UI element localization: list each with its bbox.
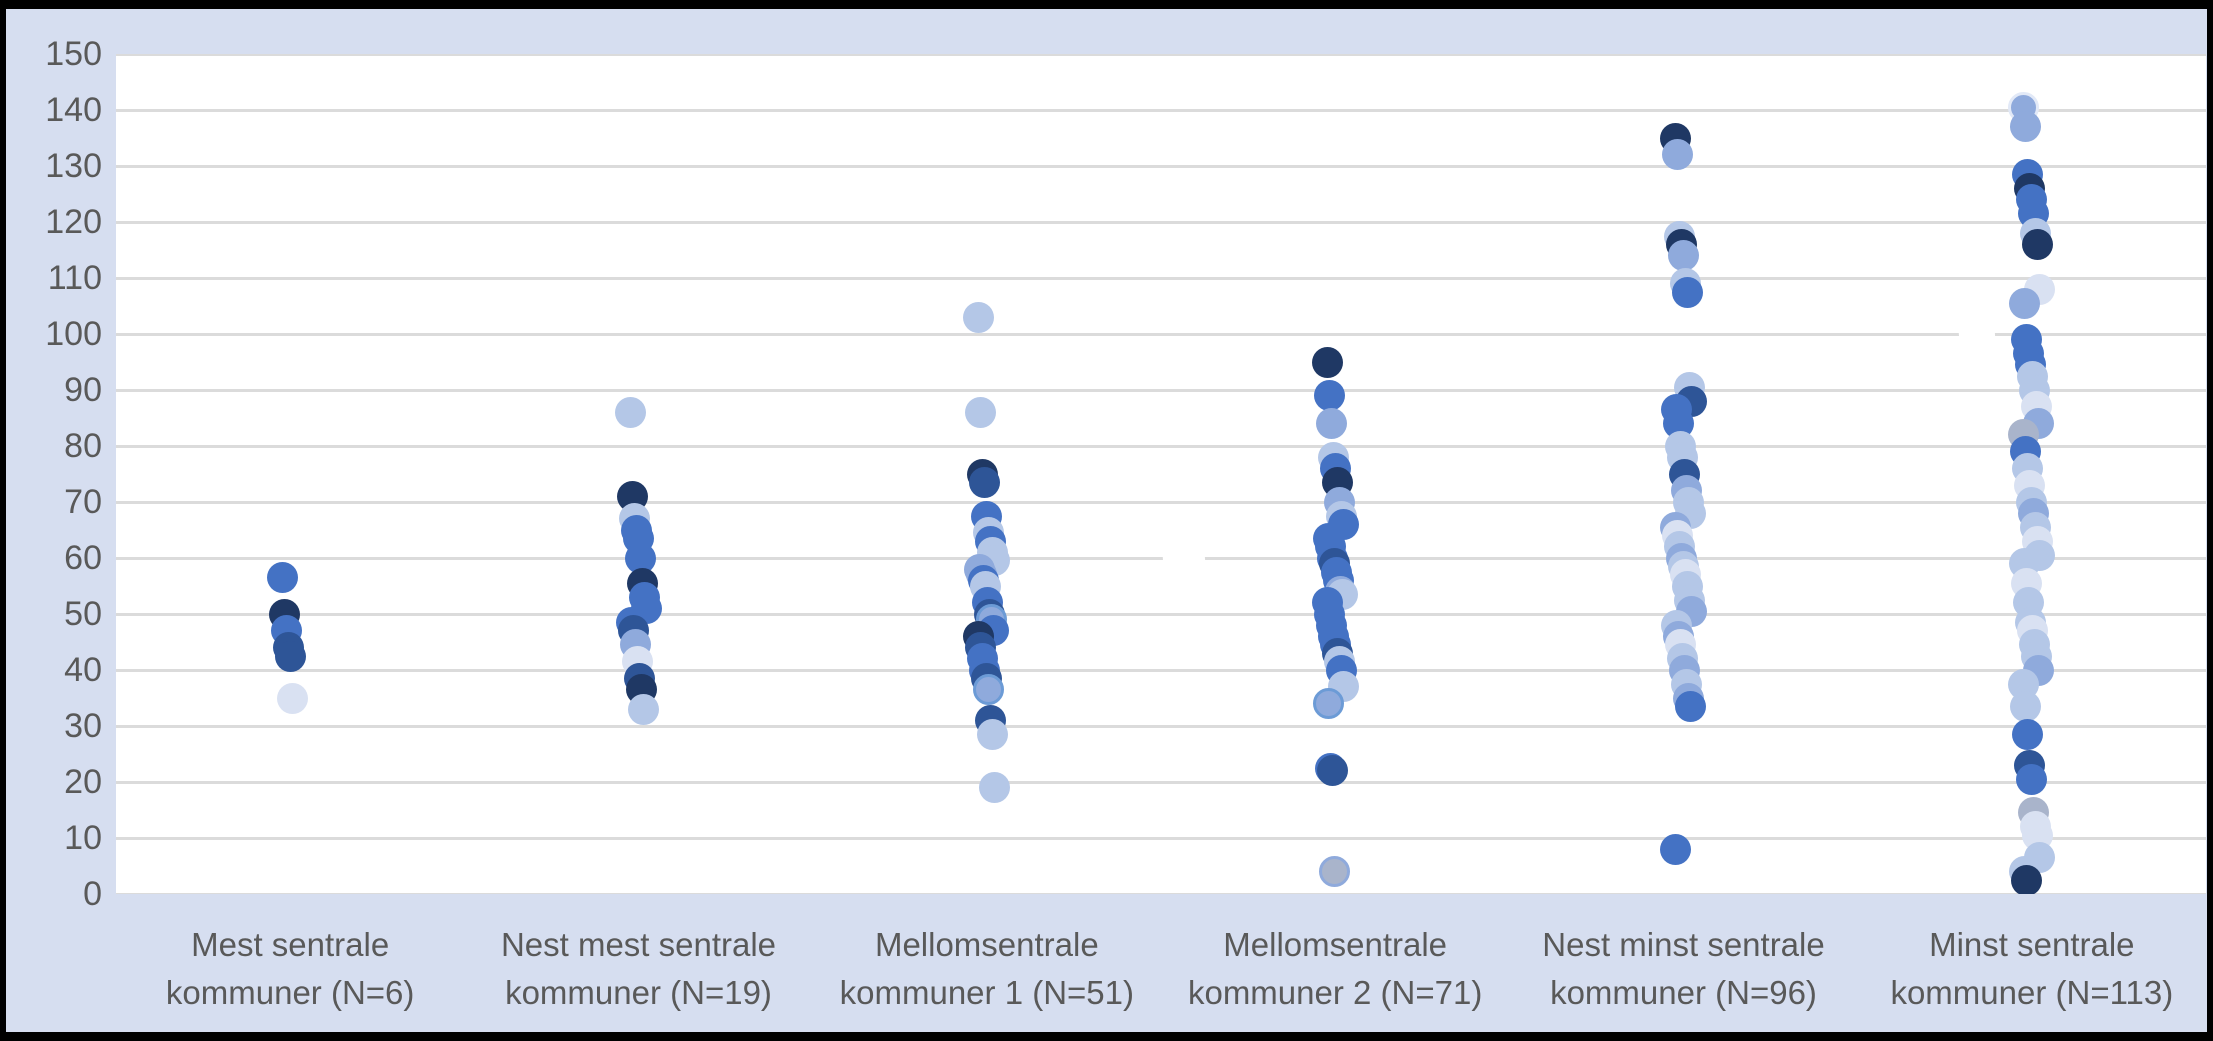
data-point <box>1675 690 1706 722</box>
x-axis-category-label-line: Nest minst sentrale <box>1542 926 1825 963</box>
data-point <box>2010 111 2042 143</box>
gridline-y-40 <box>116 668 2206 672</box>
x-axis-category-label-line: Minst sentrale <box>1929 926 2135 963</box>
data-point <box>2016 763 2048 795</box>
gridline-y-70 <box>116 500 2206 504</box>
x-axis-category-label: Mest sentrale kommuner (N=6) <box>100 921 480 1017</box>
gridline-artifact <box>1958 329 1996 342</box>
x-axis-category-label-line: kommuner (N=113) <box>1890 974 2174 1011</box>
x-axis-category-label: Minst sentrale kommuner (N=113) <box>1842 921 2207 1017</box>
gridline-y-80 <box>116 444 2206 448</box>
gridline-y-100 <box>116 332 2206 336</box>
y-axis-tick-label: 80 <box>64 427 102 465</box>
y-axis-tick-label: 120 <box>45 203 102 241</box>
data-point <box>2009 287 2041 319</box>
y-axis-tick-label: 140 <box>45 91 102 129</box>
x-axis-category-label-line: Nest mest sentrale <box>500 926 777 963</box>
y-axis-tick-label: 20 <box>64 763 102 801</box>
data-point <box>973 674 1005 706</box>
gridline-y-120 <box>116 220 2206 224</box>
x-axis-category-label-line: kommuner (N=96) <box>1550 974 1817 1011</box>
x-axis-category-label-line: kommuner 1 (N=51) <box>839 974 1134 1011</box>
data-point <box>2022 228 2054 260</box>
y-axis-tick-label: 60 <box>64 539 102 577</box>
x-axis-category-label-line: kommuner 2 (N=71) <box>1187 974 1483 1011</box>
gridline-y-130 <box>116 164 2206 168</box>
gridline-y-20 <box>116 780 2206 784</box>
gridline-y-140 <box>116 108 2206 112</box>
data-point <box>628 693 659 725</box>
x-axis-category-label-line: Mellomsentrale <box>1223 926 1448 963</box>
y-axis-tick-label: 70 <box>64 483 102 521</box>
data-point <box>965 396 997 428</box>
gridline-y-30 <box>116 724 2206 728</box>
y-axis-tick-label: 0 <box>83 875 102 913</box>
data-point <box>963 301 995 333</box>
data-point <box>266 562 298 594</box>
gridline-y-0 <box>116 892 2206 894</box>
x-axis-category-label: Mellomsentrale kommuner 2 (N=71) <box>1145 921 1525 1017</box>
x-axis-category-label: Nest mest sentrale kommuner (N=19) <box>449 921 829 1017</box>
gridline-artifact <box>1162 553 1206 566</box>
x-axis-category-label-line: Mest sentrale <box>191 926 390 963</box>
gridline-y-50 <box>116 612 2206 616</box>
x-axis-category-label: Mellomsentrale kommuner 1 (N=51) <box>797 921 1177 1017</box>
x-axis-category-label-line: Mellomsentrale <box>874 926 1099 963</box>
data-point <box>1312 688 1344 720</box>
x-axis-category-label: Nest minst sentrale kommuner (N=96) <box>1494 921 1874 1017</box>
gridline-y-90 <box>116 388 2206 392</box>
y-axis-tick-label: 30 <box>64 707 102 745</box>
gridline-y-60 <box>116 556 2206 560</box>
plot-area <box>116 54 2206 894</box>
data-point <box>615 396 646 428</box>
data-point <box>1313 380 1345 412</box>
data-point <box>979 772 1011 804</box>
data-point <box>1316 755 1348 787</box>
x-axis-category-label-line: kommuner (N=6) <box>165 974 415 1011</box>
data-point <box>1662 139 1693 171</box>
data-point <box>1315 408 1347 440</box>
data-point <box>274 640 306 672</box>
gridline-y-10 <box>116 836 2206 840</box>
data-point <box>2010 690 2042 722</box>
data-point <box>969 466 1001 498</box>
y-axis-tick-label: 100 <box>45 315 102 353</box>
gridline-y-110 <box>116 276 2206 280</box>
data-point <box>1318 856 1350 888</box>
data-point <box>977 718 1009 750</box>
data-point <box>2012 718 2044 750</box>
y-axis-tick-label: 90 <box>64 371 102 409</box>
data-point <box>2011 864 2043 894</box>
x-axis-category-label-line: kommuner (N=19) <box>505 974 772 1011</box>
gridline-y-150 <box>116 54 2206 56</box>
data-point <box>1668 240 1699 272</box>
data-point <box>1660 833 1691 865</box>
y-axis-tick-label: 10 <box>64 819 102 857</box>
y-axis-tick-label: 150 <box>45 35 102 73</box>
y-axis-tick-label: 110 <box>47 259 102 297</box>
data-point <box>276 682 308 714</box>
data-point <box>1672 276 1703 308</box>
y-axis-tick-label: 50 <box>64 595 102 633</box>
y-axis-tick-label: 130 <box>45 147 102 185</box>
y-axis-tick-label: 40 <box>64 651 102 689</box>
data-point <box>1311 346 1343 378</box>
